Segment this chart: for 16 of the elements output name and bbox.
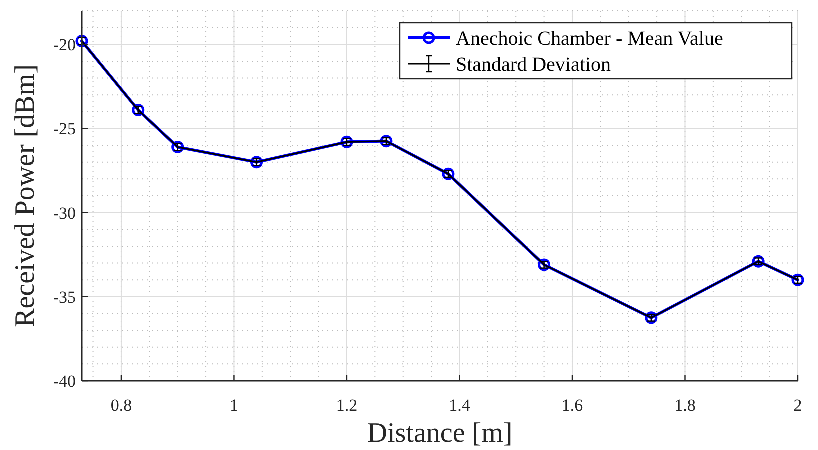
x-axis-title: Distance [m] [367, 418, 513, 449]
x-tick-label: 2 [794, 396, 802, 415]
y-tick-label: -40 [53, 372, 76, 391]
x-tick-label: 0.8 [110, 396, 132, 415]
x-tick-label: 1.4 [449, 396, 471, 415]
y-tick-label: -25 [53, 120, 76, 139]
y-tick-label: -30 [53, 204, 76, 223]
legend-label: Anechoic Chamber - Mean Value [456, 28, 724, 50]
x-tick-label: 1 [230, 396, 238, 415]
y-tick-label: -35 [53, 288, 76, 307]
x-tick-label: 1.2 [336, 396, 358, 415]
legend-label: Standard Deviation [456, 54, 611, 76]
x-tick-label: 1.6 [562, 396, 584, 415]
y-tick-label: -20 [53, 36, 76, 55]
x-tick-label: 1.8 [674, 396, 696, 415]
y-axis-title: Received Power [dBm] [10, 64, 41, 328]
